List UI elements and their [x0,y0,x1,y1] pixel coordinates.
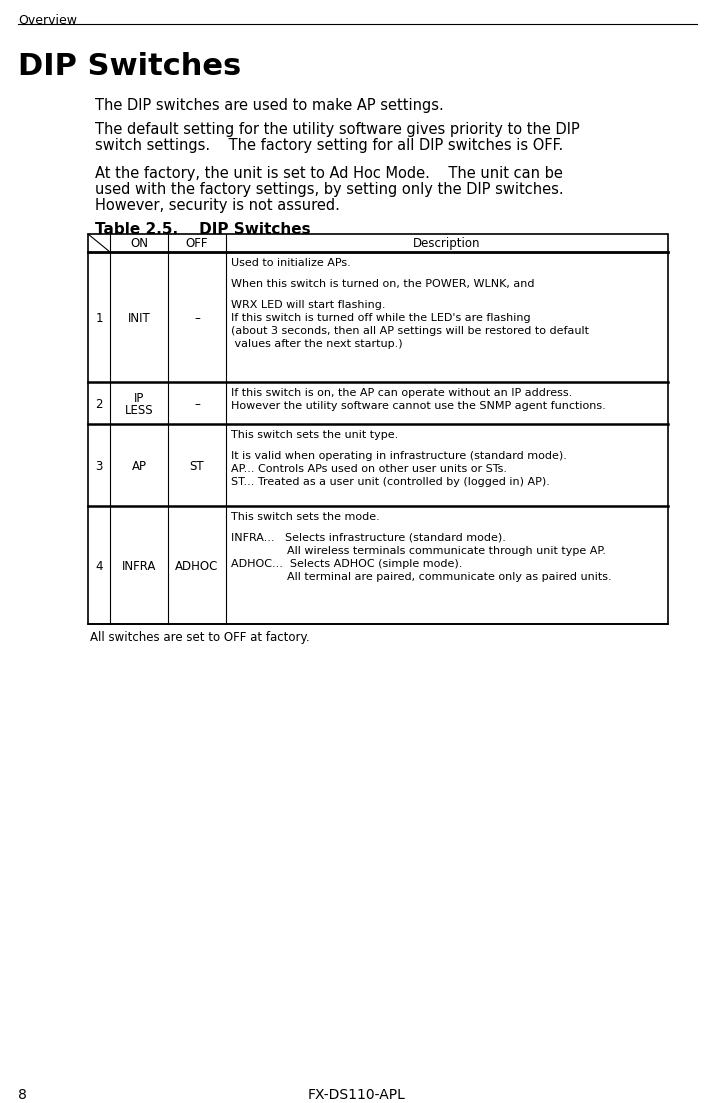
Text: ST: ST [189,460,204,473]
Text: Description: Description [413,237,480,250]
Text: Used to initialize APs.: Used to initialize APs. [231,258,351,268]
Text: Table 2.5.    DIP Switches: Table 2.5. DIP Switches [95,222,310,237]
Text: It is valid when operating in infrastructure (standard mode).: It is valid when operating in infrastruc… [231,451,567,461]
Text: 3: 3 [95,460,103,473]
Text: AP... Controls APs used on other user units or STs.: AP... Controls APs used on other user un… [231,464,507,474]
Text: This switch sets the unit type.: This switch sets the unit type. [231,430,398,440]
Text: The DIP switches are used to make AP settings.: The DIP switches are used to make AP set… [95,98,444,113]
Text: –: – [194,312,200,325]
Text: WRX LED will start flashing.: WRX LED will start flashing. [231,300,385,310]
Text: ON: ON [130,237,148,250]
Text: All terminal are paired, communicate only as paired units.: All terminal are paired, communicate onl… [231,572,611,582]
Text: DIP Switches: DIP Switches [18,52,241,81]
Text: All wireless terminals communicate through unit type AP.: All wireless terminals communicate throu… [231,546,606,556]
Text: 1: 1 [95,312,103,325]
Text: At the factory, the unit is set to Ad Hoc Mode.    The unit can be: At the factory, the unit is set to Ad Ho… [95,165,563,181]
Bar [88,234,668,624]
Text: (about 3 seconds, then all AP settings will be restored to default: (about 3 seconds, then all AP settings w… [231,326,589,336]
Text: FX-DS110-APL: FX-DS110-APL [308,1088,406,1102]
Text: This switch sets the mode.: This switch sets the mode. [231,512,380,522]
Text: switch settings.    The factory setting for all DIP switches is OFF.: switch settings. The factory setting for… [95,138,563,153]
Text: When this switch is turned on, the POWER, WLNK, and: When this switch is turned on, the POWER… [231,279,535,289]
Text: However, security is not assured.: However, security is not assured. [95,199,340,213]
Text: Overview: Overview [18,14,77,26]
Text: All switches are set to OFF at factory.: All switches are set to OFF at factory. [90,631,310,644]
Text: If this switch is turned off while the LED's are flashing: If this switch is turned off while the L… [231,313,531,323]
Text: ADHOC: ADHOC [175,560,219,572]
Text: ST... Treated as a user unit (controlled by (logged in) AP).: ST... Treated as a user unit (controlled… [231,476,550,488]
Text: However the utility software cannot use the SNMP agent functions.: However the utility software cannot use … [231,401,606,411]
Text: 2: 2 [95,398,103,411]
Text: 4: 4 [95,560,103,572]
Text: INFRA...   Selects infrastructure (standard mode).: INFRA... Selects infrastructure (standar… [231,533,506,543]
Text: used with the factory settings, by setting only the DIP switches.: used with the factory settings, by setti… [95,182,563,197]
Text: OFF: OFF [186,237,208,250]
Text: If this switch is on, the AP can operate without an IP address.: If this switch is on, the AP can operate… [231,388,572,398]
Text: INFRA: INFRA [122,560,156,572]
Text: –: – [194,398,200,411]
Text: values after the next startup.): values after the next startup.) [231,339,403,349]
Text: INIT: INIT [127,312,150,325]
Text: AP: AP [132,460,147,473]
Text: LESS: LESS [124,404,153,417]
Text: IP: IP [134,392,144,405]
Text: ADHOC...  Selects ADHOC (simple mode).: ADHOC... Selects ADHOC (simple mode). [231,559,463,569]
Text: The default setting for the utility software gives priority to the DIP: The default setting for the utility soft… [95,122,580,137]
Text: 8: 8 [18,1088,27,1102]
